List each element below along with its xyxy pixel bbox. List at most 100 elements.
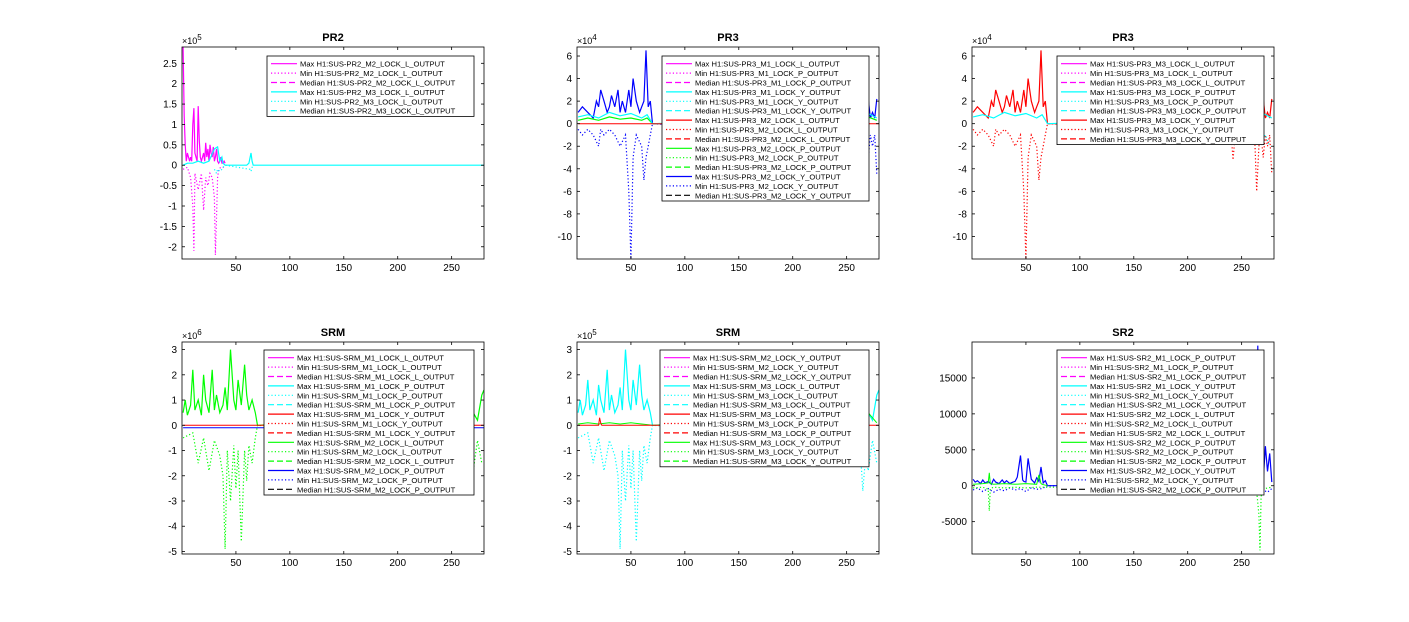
series-group: [182, 47, 484, 255]
x-tick-label: 250: [443, 263, 460, 274]
legend-label: Max H1:SUS-PR3_M2_LOCK_P_OUTPUT: [695, 144, 841, 153]
legend-label: Median H1:SUS-PR3_M3_LOCK_Y_OUTPUT: [1090, 135, 1247, 144]
chart-title: PR3: [1112, 32, 1133, 44]
x-tick-label: 50: [1020, 263, 1032, 274]
x-tick-label: 250: [1233, 558, 1250, 569]
y-tick-label: 2: [171, 79, 177, 90]
y-tick-label: -8: [958, 209, 967, 220]
legend-label: Min H1:SUS-SR2_M1_LOCK_Y_OUTPUT: [1090, 391, 1234, 400]
y-tick-label: -8: [563, 209, 572, 220]
axes-box: [971, 341, 1275, 555]
legend-label: Min H1:SUS-PR3_M1_LOCK_Y_OUTPUT: [695, 97, 839, 106]
chart-title: SRM: [716, 327, 740, 339]
y-tick-label: 2: [566, 370, 572, 381]
legend-label: Median H1:SUS-PR2_M2_LOCK_L_OUTPUT: [300, 79, 456, 88]
legend-label: Max H1:SUS-SRM_M1_LOCK_Y_OUTPUT: [297, 410, 445, 419]
legend-label: Max H1:SUS-PR3_M1_LOCK_L_OUTPUT: [695, 60, 840, 69]
legend-label: Max H1:SUS-SR2_M1_LOCK_P_OUTPUT: [1090, 354, 1236, 363]
legend-label: Median H1:SUS-SRM_M2_LOCK_L_OUTPUT: [297, 457, 455, 466]
legend-label: Min H1:SUS-SRM_M1_LOCK_L_OUTPUT: [297, 363, 442, 372]
x-tick-label: 100: [282, 558, 299, 569]
y-tick-label: 3: [171, 345, 177, 356]
legend-label: Median H1:SUS-PR3_M3_LOCK_P_OUTPUT: [1090, 107, 1247, 116]
legend-box: [659, 349, 870, 468]
legend-box: [263, 349, 475, 496]
chart-panel-3: 50 100 150 200 250 6 4 2 0 -2 -4 -6 -8 -10 PR3 ×104 Max …: [953, 32, 1275, 274]
y-exponent-power: 4: [592, 33, 597, 42]
y-tick-label: -1.5: [160, 222, 178, 233]
legend-label: Median H1:SUS-PR3_M3_LOCK_L_OUTPUT: [1090, 79, 1246, 88]
legend-label: Median H1:SUS-PR3_M1_LOCK_Y_OUTPUT: [695, 107, 852, 116]
legend-label: Min H1:SUS-PR3_M2_LOCK_Y_OUTPUT: [695, 182, 839, 191]
y-tick-label: -6: [958, 187, 967, 198]
legend-label: Median H1:SUS-SRM_M1_LOCK_L_OUTPUT: [297, 373, 455, 382]
legend-label: Median H1:SUS-SRM_M1_LOCK_P_OUTPUT: [297, 401, 456, 410]
legend-label: Max H1:SUS-SRM_M1_LOCK_L_OUTPUT: [297, 354, 444, 363]
x-tick-label: 150: [730, 558, 747, 569]
legend-label: Max H1:SUS-SRM_M2_LOCK_L_OUTPUT: [297, 438, 444, 447]
y-tick-label: -2: [958, 142, 967, 153]
y-tick-label: 0: [961, 481, 967, 492]
x-tick-label: 50: [230, 263, 242, 274]
legend-label: Median H1:SUS-SR2_M2_LOCK_P_OUTPUT: [1090, 457, 1247, 466]
legend-label: Min H1:SUS-SRM_M3_LOCK_P_OUTPUT: [693, 420, 839, 429]
legend-label: Median H1:SUS-SRM_M3_LOCK_L_OUTPUT: [693, 401, 851, 410]
x-tick-label: 200: [389, 263, 406, 274]
y-exponent-power: 4: [987, 33, 992, 42]
chart-title: PR2: [322, 32, 343, 44]
y-exponent-label: ×105: [577, 328, 597, 341]
x-tick-label: 150: [1125, 263, 1142, 274]
x-tick-label: 250: [838, 558, 855, 569]
legend-label: Median H1:SUS-SR2_M2_LOCK_L_OUTPUT: [1090, 429, 1246, 438]
legend-label: Min H1:SUS-SR2_M2_LOCK_L_OUTPUT: [1090, 420, 1233, 429]
y-exponent-power: 5: [592, 328, 597, 337]
legend-label: Median H1:SUS-PR3_M1_LOCK_P_OUTPUT: [695, 79, 852, 88]
axes-box: [576, 341, 880, 555]
series-line: [972, 123, 1273, 259]
y-tick-label: 6: [566, 52, 572, 63]
chart-panel-5: 50 100 150 200 250 3 2 1 0 -1 -2 -3 -4 -5 SRM ×105 Max H…: [563, 327, 880, 569]
legend-label: Max H1:SUS-SRM_M3_LOCK_Y_OUTPUT: [693, 438, 841, 447]
legend-label: Max H1:SUS-SRM_M2_LOCK_Y_OUTPUT: [693, 354, 841, 363]
legend-label: Median H1:SUS-SR2_M2_LOCK_P_OUTPUT: [1090, 485, 1247, 494]
y-tick-label: 0: [171, 421, 177, 432]
legend-label: Median H1:SUS-PR3_M2_LOCK_L_OUTPUT: [695, 135, 851, 144]
axes-box: [181, 46, 485, 260]
series-line: [973, 486, 1272, 551]
y-tick-label: -2: [168, 471, 177, 482]
x-tick-label: 200: [1179, 263, 1196, 274]
legend-label: Min H1:SUS-SR2_M2_LOCK_Y_OUTPUT: [1090, 476, 1234, 485]
legend-box: [1056, 55, 1265, 145]
y-exponent-power: 5: [197, 33, 202, 42]
x-tick-label: 150: [335, 263, 352, 274]
legend-label: Min H1:SUS-SRM_M1_LOCK_P_OUTPUT: [297, 391, 443, 400]
legend-label: Min H1:SUS-PR3_M2_LOCK_P_OUTPUT: [695, 154, 839, 163]
x-tick-label: 100: [282, 263, 299, 274]
x-tick-label: 250: [1233, 263, 1250, 274]
legend-label: Median H1:SUS-PR3_M2_LOCK_P_OUTPUT: [695, 163, 852, 172]
legend-label: Max H1:SUS-SR2_M2_LOCK_Y_OUTPUT: [1090, 467, 1236, 476]
y-tick-label: -4: [958, 164, 967, 175]
y-tick-label: -1: [168, 446, 177, 457]
legend-label: Min H1:SUS-SR2_M1_LOCK_P_OUTPUT: [1090, 363, 1234, 372]
legend-label: Median H1:SUS-SRM_M3_LOCK_Y_OUTPUT: [693, 457, 852, 466]
legend-label: Min H1:SUS-SRM_M2_LOCK_P_OUTPUT: [297, 476, 443, 485]
legend-label: Max H1:SUS-SR2_M2_LOCK_L_OUTPUT: [1090, 410, 1235, 419]
legend-box: [661, 55, 870, 202]
x-tick-label: 100: [677, 263, 694, 274]
y-tick-label: 0: [566, 119, 572, 130]
legend-label: Max H1:SUS-SR2_M2_LOCK_P_OUTPUT: [1090, 438, 1236, 447]
y-tick-label: 1: [171, 396, 177, 407]
x-tick-label: 50: [230, 558, 242, 569]
y-tick-label: -2: [563, 471, 572, 482]
legend-label: Min H1:SUS-PR3_M1_LOCK_P_OUTPUT: [695, 69, 839, 78]
y-tick-label: -5000: [941, 517, 967, 528]
legend-label: Min H1:SUS-SRM_M2_LOCK_L_OUTPUT: [297, 448, 442, 457]
legend-label: Median H1:SUS-SR2_M1_LOCK_P_OUTPUT: [1090, 373, 1247, 382]
y-exponent-label: ×105: [182, 33, 202, 46]
x-tick-label: 200: [784, 263, 801, 274]
